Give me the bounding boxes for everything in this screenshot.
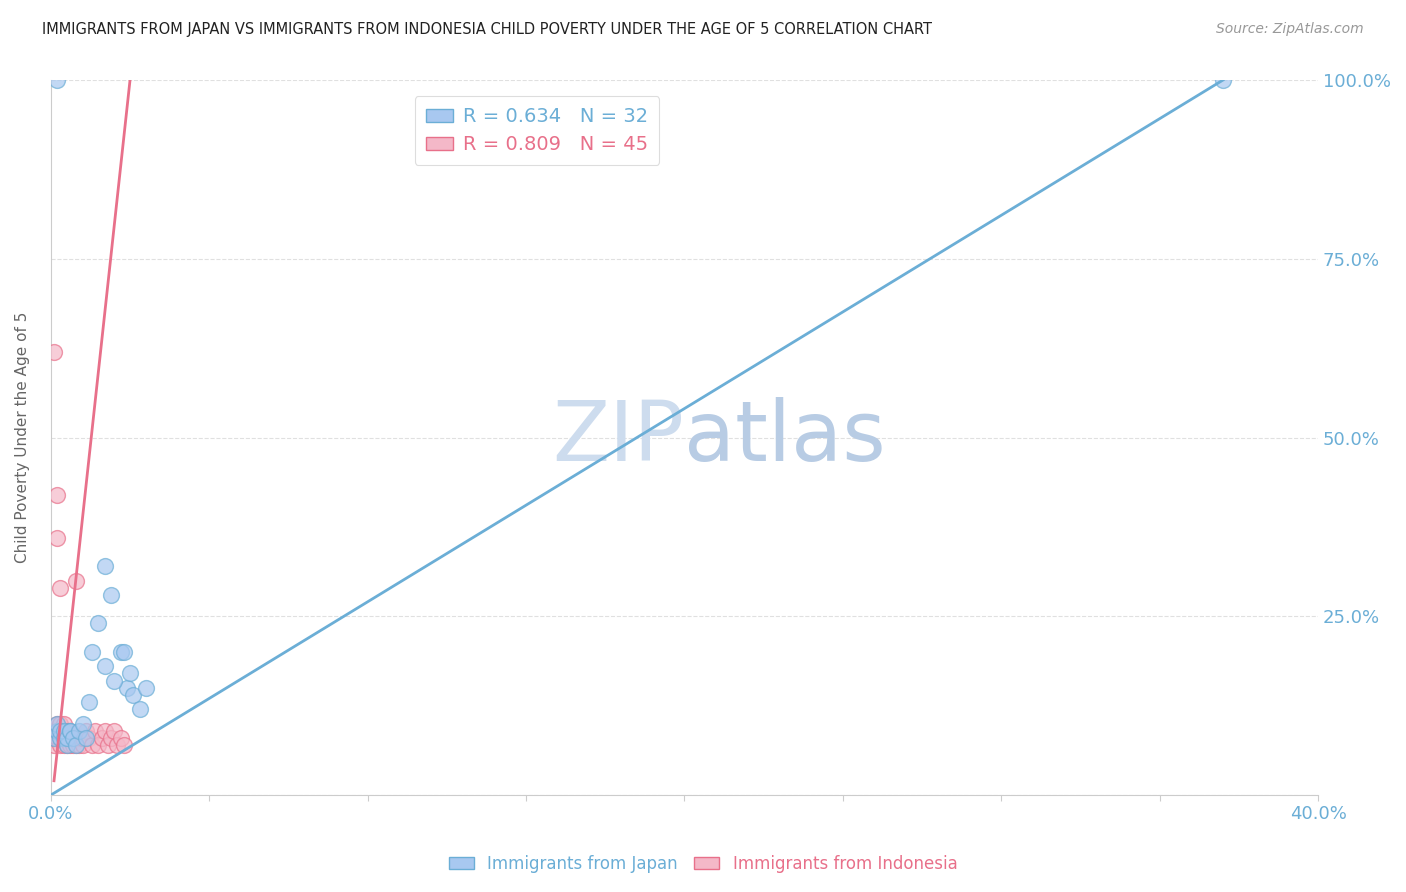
Point — [49, 723, 72, 738]
Point — [103, 723, 125, 738]
Point — [105, 738, 128, 752]
Point — [67, 738, 90, 752]
Point — [135, 681, 157, 695]
Point — [112, 738, 135, 752]
Point — [42, 723, 65, 738]
Point — [42, 731, 65, 745]
Point — [100, 588, 122, 602]
Point — [87, 738, 110, 752]
Text: ZIP: ZIP — [553, 397, 685, 478]
Point — [59, 723, 82, 738]
Point — [62, 738, 84, 752]
Point — [42, 731, 65, 745]
Point — [118, 666, 141, 681]
Point — [46, 488, 69, 502]
Point — [1212, 73, 1234, 87]
Point — [59, 738, 82, 752]
Point — [52, 723, 75, 738]
Point — [52, 716, 75, 731]
Point — [49, 731, 72, 745]
Point — [65, 574, 87, 588]
Point — [46, 723, 69, 738]
Point — [49, 581, 72, 595]
Text: Source: ZipAtlas.com: Source: ZipAtlas.com — [1216, 22, 1364, 37]
Point — [84, 723, 107, 738]
Point — [122, 688, 145, 702]
Point — [55, 738, 77, 752]
Point — [52, 731, 75, 745]
Point — [72, 731, 94, 745]
Point — [93, 559, 115, 574]
Point — [65, 738, 87, 752]
Point — [59, 731, 82, 745]
Point — [52, 738, 75, 752]
Point — [55, 731, 77, 745]
Point — [100, 731, 122, 745]
Point — [46, 531, 69, 545]
Point — [62, 731, 84, 745]
Point — [87, 616, 110, 631]
Point — [128, 702, 150, 716]
Text: atlas: atlas — [685, 397, 886, 478]
Point — [42, 344, 65, 359]
Point — [46, 716, 69, 731]
Legend: R = 0.634   N = 32, R = 0.809   N = 45: R = 0.634 N = 32, R = 0.809 N = 45 — [415, 96, 659, 165]
Point — [52, 723, 75, 738]
Point — [49, 731, 72, 745]
Point — [72, 738, 94, 752]
Point — [65, 738, 87, 752]
Point — [46, 716, 69, 731]
Point — [75, 731, 97, 745]
Point — [103, 673, 125, 688]
Point — [110, 645, 132, 659]
Point — [46, 73, 69, 87]
Point — [112, 645, 135, 659]
Point — [93, 659, 115, 673]
Point — [49, 738, 72, 752]
Point — [77, 695, 100, 709]
Point — [59, 723, 82, 738]
Point — [49, 716, 72, 731]
Point — [59, 723, 82, 738]
Point — [55, 738, 77, 752]
Point — [75, 723, 97, 738]
Point — [77, 731, 100, 745]
Point — [62, 731, 84, 745]
Point — [93, 723, 115, 738]
Point — [110, 731, 132, 745]
Point — [90, 731, 112, 745]
Point — [115, 681, 138, 695]
Point — [97, 738, 120, 752]
Legend: Immigrants from Japan, Immigrants from Indonesia: Immigrants from Japan, Immigrants from I… — [441, 848, 965, 880]
Y-axis label: Child Poverty Under the Age of 5: Child Poverty Under the Age of 5 — [15, 312, 30, 563]
Text: IMMIGRANTS FROM JAPAN VS IMMIGRANTS FROM INDONESIA CHILD POVERTY UNDER THE AGE O: IMMIGRANTS FROM JAPAN VS IMMIGRANTS FROM… — [42, 22, 932, 37]
Point — [42, 738, 65, 752]
Point — [72, 716, 94, 731]
Point — [80, 645, 103, 659]
Point — [46, 723, 69, 738]
Point — [52, 731, 75, 745]
Point — [67, 723, 90, 738]
Point — [46, 731, 69, 745]
Point — [49, 723, 72, 738]
Point — [80, 738, 103, 752]
Point — [55, 723, 77, 738]
Point — [67, 731, 90, 745]
Point — [55, 731, 77, 745]
